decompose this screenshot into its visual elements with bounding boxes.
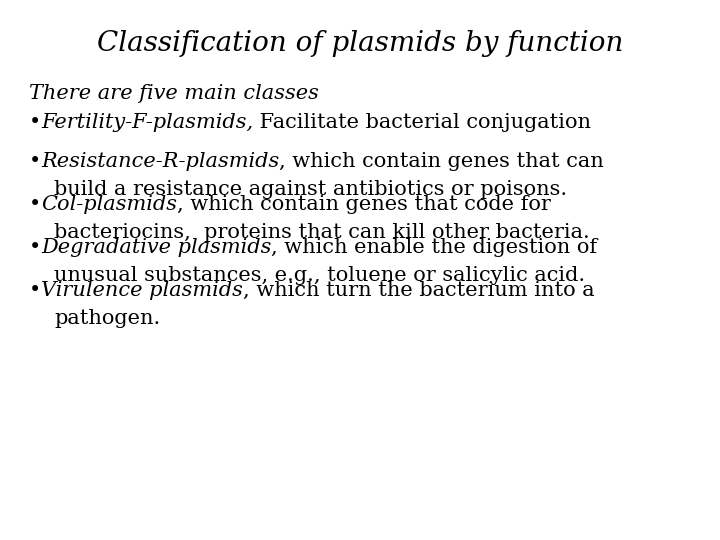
Text: •: • (29, 195, 41, 214)
Text: •: • (29, 238, 41, 257)
Text: bacteriocins,  proteins that can kill other bacteria.: bacteriocins, proteins that can kill oth… (54, 223, 590, 242)
Text: Col-plasmids: Col-plasmids (41, 195, 177, 214)
Text: There are five main classes: There are five main classes (29, 84, 319, 103)
Text: Resistance-R-plasmids: Resistance-R-plasmids (41, 152, 279, 171)
Text: Facilitate bacterial conjugation: Facilitate bacterial conjugation (253, 113, 591, 132)
Text: , which contain genes that code for: , which contain genes that code for (177, 195, 551, 214)
Text: Classification of plasmids by function: Classification of plasmids by function (96, 30, 624, 57)
Text: pathogen.: pathogen. (54, 309, 161, 328)
Text: Virulence plasmids: Virulence plasmids (41, 281, 243, 300)
Text: , which turn the bacterium into a: , which turn the bacterium into a (243, 281, 595, 300)
Text: •: • (29, 113, 41, 132)
Text: build a resistance against antibiotics or poisons.: build a resistance against antibiotics o… (54, 180, 567, 199)
Text: Degradative plasmids: Degradative plasmids (41, 238, 271, 257)
Text: •: • (29, 152, 41, 171)
Text: , which contain genes that can: , which contain genes that can (279, 152, 604, 171)
Text: •: • (29, 281, 41, 300)
Text: unusual substances, e.g., toluene or salicylic acid.: unusual substances, e.g., toluene or sal… (54, 266, 585, 285)
Text: Fertility-F-plasmids,: Fertility-F-plasmids, (41, 113, 253, 132)
Text: , which enable the digestion of: , which enable the digestion of (271, 238, 598, 257)
